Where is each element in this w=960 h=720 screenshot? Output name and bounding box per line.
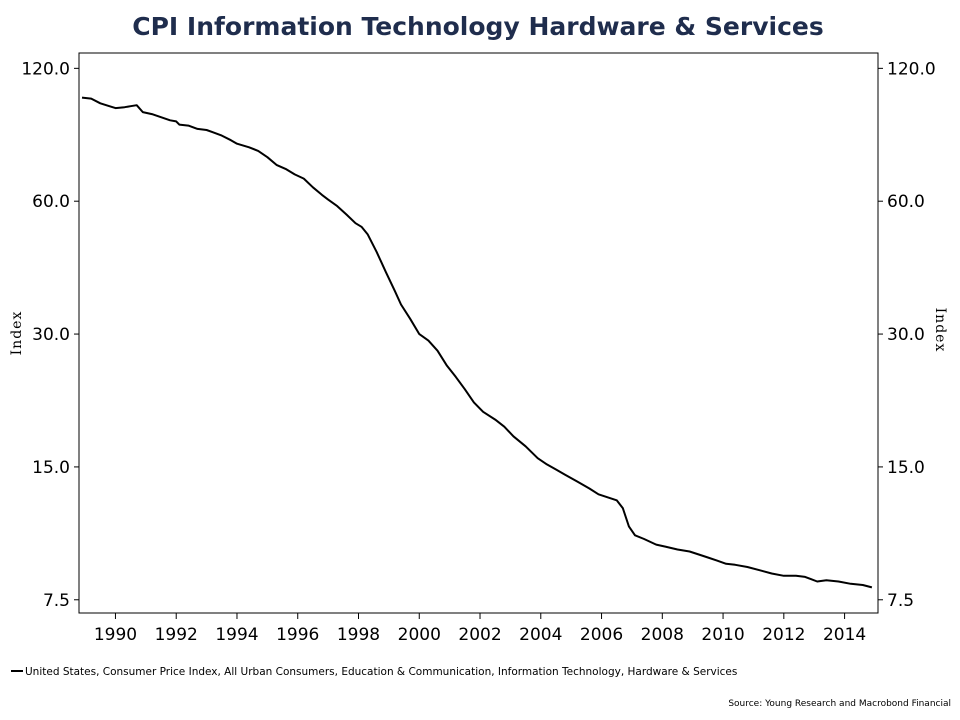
x-tick-label: 2010 <box>701 625 744 645</box>
x-tick-label: 1994 <box>215 625 258 645</box>
x-tick-label: 1992 <box>155 625 198 645</box>
source-note: Source: Young Research and Macrobond Fin… <box>728 699 951 709</box>
y-axis-label-left: Index <box>9 311 25 356</box>
y-tick-label-left: 15.0 <box>32 458 70 478</box>
x-tick-label: 1990 <box>94 625 137 645</box>
y-axis-left: 7.5 15.0 30.0 60.0 120.0 <box>21 59 79 611</box>
y-tick-label-left: 30.0 <box>32 325 70 345</box>
x-tick-label: 2008 <box>641 625 684 645</box>
x-tick-label: 2000 <box>398 625 441 645</box>
x-tick-label: 2002 <box>458 625 501 645</box>
x-tick-label: 1998 <box>337 625 380 645</box>
y-tick-label-left: 120.0 <box>21 59 70 79</box>
y-tick-label-left: 60.0 <box>32 192 70 212</box>
x-axis: 1990 1992 1994 1996 1998 2000 2002 2004 2006 2008… <box>94 613 866 645</box>
legend-label: United States, Consumer Price Index, All… <box>25 666 737 678</box>
x-tick-label: 2004 <box>519 625 562 645</box>
y-tick-label-right: 15.0 <box>887 458 925 478</box>
y-tick-label-right: 60.0 <box>887 192 925 212</box>
y-tick-label-right: 120.0 <box>887 59 936 79</box>
y-tick-label-right: 30.0 <box>887 325 925 345</box>
y-tick-label-right: 7.5 <box>887 591 914 611</box>
x-tick-label: 1996 <box>276 625 319 645</box>
x-tick-label: 2012 <box>762 625 805 645</box>
y-tick-label-left: 7.5 <box>43 591 70 611</box>
x-tick-label: 2006 <box>580 625 623 645</box>
chart-title: CPI Information Technology Hardware & Se… <box>132 12 823 41</box>
y-axis-right: 7.5 15.0 30.0 60.0 120.0 <box>878 59 936 611</box>
series-line-cpi-it <box>81 96 873 589</box>
y-axis-label-right: Index <box>932 308 948 353</box>
plot-area-frame <box>78 52 879 614</box>
x-tick-label: 2014 <box>823 625 866 645</box>
